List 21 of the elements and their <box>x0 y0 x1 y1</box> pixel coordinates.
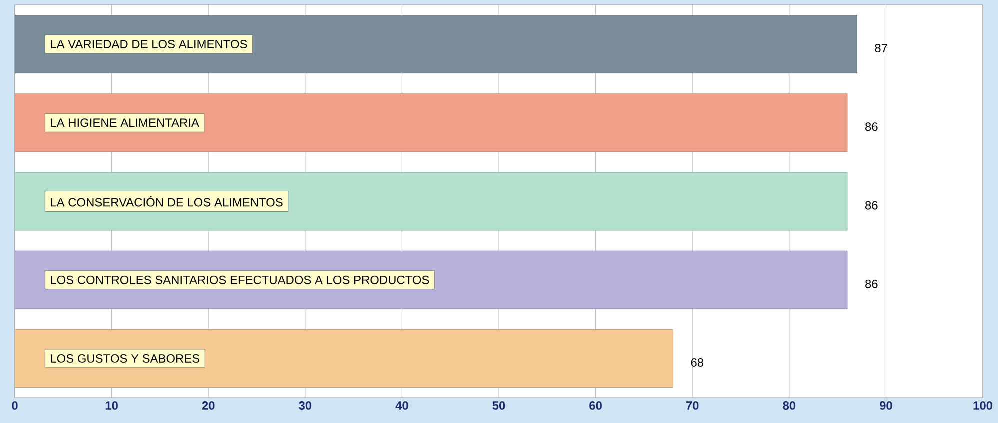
x-tick-label: 80 <box>783 402 796 410</box>
x-tick-label: 20 <box>202 402 215 410</box>
y-tick-label: LOS CONTROLES SANITARIOS EFECTUADOS A LOS PRODUCTOS <box>51 276 430 284</box>
data-label: 68 <box>691 358 704 367</box>
x-tick-label: 40 <box>396 402 408 410</box>
x-tick-label: 70 <box>686 402 699 410</box>
x-tick-label: 100 <box>974 402 992 410</box>
x-tick-label: 60 <box>590 402 602 410</box>
x-tick-label: 10 <box>106 402 118 410</box>
y-tick-label: LOS GUSTOS Y SABORES <box>51 354 200 363</box>
y-tick-label: LA HIGIENE ALIMENTARIA <box>51 118 200 128</box>
y-tick-label: LA CONSERVACIÓN DE LOS ALIMENTOS <box>51 196 283 207</box>
x-tick-label: 90 <box>880 402 892 410</box>
data-label: 86 <box>866 201 878 210</box>
x-tick-label: 0 <box>12 402 18 410</box>
data-label: 86 <box>866 122 878 132</box>
data-label: 87 <box>875 44 888 53</box>
y-tick-label: LA VARIEDAD DE LOS ALIMENTOS <box>51 40 248 49</box>
x-tick-label: 30 <box>299 402 312 410</box>
x-tick-label: 50 <box>492 402 506 410</box>
data-label: 86 <box>866 280 878 288</box>
